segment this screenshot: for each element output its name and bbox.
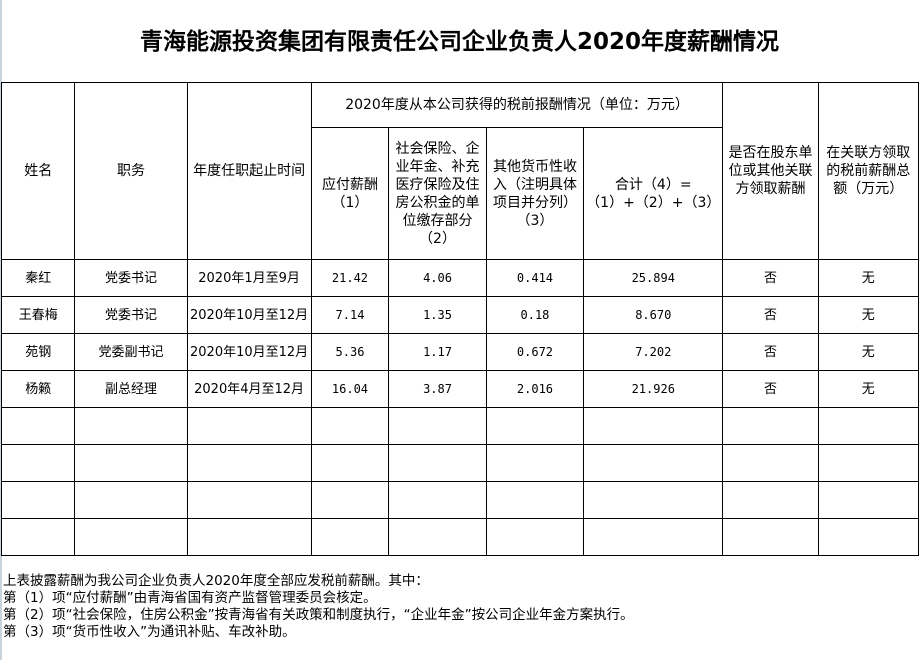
header-term: 年度任职起止时间 xyxy=(186,82,312,260)
cell-position xyxy=(74,518,188,556)
cell-total: 8.670 xyxy=(583,296,724,334)
cell-term: 2020年10月至12月 xyxy=(186,296,312,334)
cell-insurance xyxy=(388,407,487,445)
cell-term: 2020年1月至9月 xyxy=(186,259,312,297)
cell-related xyxy=(817,444,919,482)
empty-row xyxy=(0,481,919,519)
cell-salary: 5.36 xyxy=(310,333,390,371)
header-shareholder: 是否在股东单位或其他关联方领取薪酬 xyxy=(722,82,819,260)
page-title: 青海能源投资集团有限责任公司企业负责人2020年度薪酬情况 xyxy=(139,29,779,55)
cell-shareholder: 否 xyxy=(722,370,819,408)
cell-related: 无 xyxy=(817,370,919,408)
cell-name xyxy=(0,407,76,445)
cell-total: 7.202 xyxy=(583,333,724,371)
table-row: 苑钢 党委副书记 2020年10月至12月 5.36 1.17 0.672 7.202 否无 xyxy=(0,333,919,371)
cell-position: 副总经理 xyxy=(74,370,188,408)
cell-salary xyxy=(310,518,390,556)
cell-name: 杨籁 xyxy=(0,370,76,408)
cell-term: 2020年10月至12月 xyxy=(186,333,312,371)
cell-term: 2020年4月至12月 xyxy=(186,370,312,408)
table-row: 杨籁 副总经理 2020年4月至12月 16.04 3.87 2.016 21.926 否无 xyxy=(0,370,919,408)
cell-name xyxy=(0,444,76,482)
cell-total: 21.926 xyxy=(583,370,724,408)
cell-insurance xyxy=(388,481,487,519)
cell-salary: 16.04 xyxy=(310,370,390,408)
cell-term xyxy=(186,407,312,445)
cell-related: 无 xyxy=(817,259,919,297)
cell-salary: 7.14 xyxy=(310,296,390,334)
cell-salary xyxy=(310,407,390,445)
cell-insurance xyxy=(388,444,487,482)
cell-related: 无 xyxy=(817,296,919,334)
cell-insurance: 1.35 xyxy=(388,296,487,334)
table-row: 王春梅 党委书记 2020年10月至12月 7.14 1.35 0.18 8.670 否无 xyxy=(0,296,919,334)
cell-shareholder xyxy=(722,407,819,445)
cell-position xyxy=(74,444,188,482)
cell-name xyxy=(0,481,76,519)
cell-insurance: 3.87 xyxy=(388,370,487,408)
notes: 上表披露薪酬为我公司企业负责人2020年度全部应发税前薪酬。其中： 第（1）项“… xyxy=(3,573,634,641)
cell-total: 25.894 xyxy=(583,259,724,297)
cell-insurance: 4.06 xyxy=(388,259,487,297)
cell-position: 党委书记 xyxy=(74,296,188,334)
cell-other: 0.672 xyxy=(485,333,585,371)
table-row: 秦红 党委书记 2020年1月至9月 21.42 4.06 0.414 25.894 否无 xyxy=(0,259,919,297)
empty-row xyxy=(0,518,919,556)
cell-other xyxy=(485,407,585,445)
cell-shareholder: 否 xyxy=(722,333,819,371)
cell-name: 苑钢 xyxy=(0,333,76,371)
cell-term xyxy=(186,444,312,482)
cell-shareholder xyxy=(722,481,819,519)
cell-other: 0.414 xyxy=(485,259,585,297)
header-total: 合计（4）=（1）+（2）+（3） xyxy=(583,127,724,260)
cell-insurance: 1.17 xyxy=(388,333,487,371)
cell-related: 无 xyxy=(817,333,919,371)
cell-other xyxy=(485,444,585,482)
cell-other: 2.016 xyxy=(485,370,585,408)
cell-name: 王春梅 xyxy=(0,296,76,334)
cell-shareholder: 否 xyxy=(722,259,819,297)
header-insurance: 社会保险、企业年金、补充医疗保险及住房公积金的单位缴存部分（2） xyxy=(388,127,487,260)
header-other: 其他货币性收入（注明具体项目并分列）（3） xyxy=(485,127,585,260)
cell-salary xyxy=(310,481,390,519)
cell-name xyxy=(0,518,76,556)
cell-position xyxy=(74,481,188,519)
cell-total xyxy=(583,481,724,519)
cell-term xyxy=(186,518,312,556)
header-salary: 应付薪酬（1） xyxy=(310,127,390,260)
note-line: 第（2）项“社会保险，住房公积金”按青海省有关政策和制度执行，“企业年金”按公司… xyxy=(3,607,634,623)
cell-salary: 21.42 xyxy=(310,259,390,297)
note-line: 上表披露薪酬为我公司企业负责人2020年度全部应发税前薪酬。其中： xyxy=(3,573,429,589)
cell-related xyxy=(817,407,919,445)
header-group: 2020年度从本公司获得的税前报酬情况（单位：万元） xyxy=(310,82,724,128)
cell-other xyxy=(485,481,585,519)
cell-total xyxy=(583,444,724,482)
cell-salary xyxy=(310,444,390,482)
cell-term xyxy=(186,481,312,519)
header-name: 姓名 xyxy=(0,82,76,260)
cell-position: 党委副书记 xyxy=(74,333,188,371)
empty-row xyxy=(0,444,919,482)
cell-position xyxy=(74,407,188,445)
cell-shareholder xyxy=(722,444,819,482)
cell-related xyxy=(817,518,919,556)
cell-total xyxy=(583,518,724,556)
cell-related xyxy=(817,481,919,519)
cell-shareholder xyxy=(722,518,819,556)
empty-row xyxy=(0,407,919,445)
salary-table: 姓名 职务 年度任职起止时间 2020年度从本公司获得的税前报酬情况（单位：万元… xyxy=(0,82,919,556)
note-line: 第（3）项“货币性收入”为通讯补贴、车改补助。 xyxy=(3,624,296,640)
cell-shareholder: 否 xyxy=(722,296,819,334)
cell-insurance xyxy=(388,518,487,556)
cell-other xyxy=(485,518,585,556)
cell-other: 0.18 xyxy=(485,296,585,334)
header-related: 在关联方领取的税前薪酬总额（万元） xyxy=(817,82,919,260)
header-position: 职务 xyxy=(74,82,188,260)
cell-total xyxy=(583,407,724,445)
cell-name: 秦红 xyxy=(0,259,76,297)
cell-position: 党委书记 xyxy=(74,259,188,297)
note-line: 第（1）项“应付薪酬”由青海省国有资产监督管理委员会核定。 xyxy=(3,590,377,606)
